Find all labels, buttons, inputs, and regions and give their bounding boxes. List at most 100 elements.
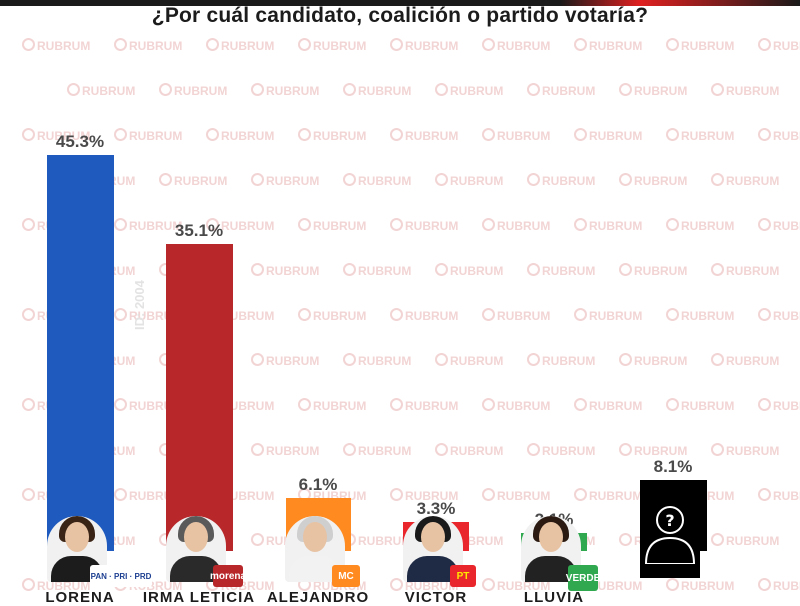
watermark-text: RUBRUM	[298, 398, 366, 413]
watermark-icon	[619, 83, 632, 96]
watermark-label: RUBRUM	[129, 219, 183, 233]
watermark-icon	[390, 398, 403, 411]
watermark-label: RUBRUM	[497, 39, 551, 53]
watermark-text: RUBRUM	[619, 353, 687, 368]
watermark-text: RUBRUM	[758, 488, 800, 503]
watermark-text: RUBRUM	[711, 173, 779, 188]
watermark-icon	[574, 308, 587, 321]
watermark-label: RUBRUM	[681, 219, 735, 233]
watermark-text: RUBRUM	[251, 443, 319, 458]
watermark-text: RUBRUM	[251, 83, 319, 98]
watermark-label: RUBRUM	[266, 354, 320, 368]
watermark-icon	[666, 218, 679, 231]
watermark-label: RUBRUM	[681, 309, 735, 323]
watermark-label: RUBRUM	[681, 39, 735, 53]
watermark-icon	[666, 38, 679, 51]
watermark-label: RUBRUM	[542, 444, 596, 458]
watermark-label: RUBRUM	[773, 309, 800, 323]
watermark-text: RUBRUM	[666, 218, 734, 233]
watermark-label: RUBRUM	[726, 534, 780, 548]
watermark-icon	[758, 398, 771, 411]
watermark-icon	[22, 488, 35, 501]
watermark-label: RUBRUM	[497, 309, 551, 323]
bar-1	[46, 155, 114, 551]
party-logo: PT	[450, 565, 476, 587]
watermark-text: RUBRUM	[390, 398, 458, 413]
watermark-text: RUBRUM	[758, 218, 800, 233]
watermark-text: RUBRUM	[711, 533, 779, 548]
watermark-text: RUBRUM	[574, 398, 642, 413]
watermark-icon	[298, 308, 311, 321]
id-tag: ID: 2004	[132, 280, 147, 330]
watermark-icon	[206, 218, 219, 231]
watermark-label: RUBRUM	[450, 174, 504, 188]
watermark-label: RUBRUM	[773, 489, 800, 503]
watermark-icon	[435, 83, 448, 96]
watermark-icon	[482, 218, 495, 231]
watermark-icon	[390, 38, 403, 51]
watermark-icon	[298, 128, 311, 141]
watermark-label: RUBRUM	[266, 264, 320, 278]
watermark-label: RUBRUM	[358, 174, 412, 188]
watermark-text: RUBRUM	[758, 398, 800, 413]
watermark-label: RUBRUM	[589, 129, 643, 143]
watermark-label: RUBRUM	[37, 39, 91, 53]
party-logo: MC	[332, 565, 360, 587]
watermark-icon	[114, 488, 127, 501]
watermark-icon	[711, 353, 724, 366]
watermark-text: RUBRUM	[159, 173, 227, 188]
watermark-icon	[711, 533, 724, 546]
watermark-label: RUBRUM	[405, 579, 459, 593]
watermark-text: RUBRUM	[390, 578, 458, 593]
face-shape	[303, 522, 327, 552]
candidate-name: VICTOR	[404, 589, 468, 606]
watermark-label: RUBRUM	[589, 579, 643, 593]
watermark-label: RUBRUM	[681, 129, 735, 143]
watermark-icon	[711, 263, 724, 276]
watermark-text: RUBRUM	[482, 398, 550, 413]
watermark-text: RUBRUM	[619, 443, 687, 458]
watermark-icon	[711, 173, 724, 186]
watermark-text: RUBRUM	[251, 353, 319, 368]
watermark-icon	[251, 83, 264, 96]
watermark-text: RUBRUM	[574, 488, 642, 503]
watermark-text: RUBRUM	[482, 488, 550, 503]
watermark-label: RUBRUM	[681, 399, 735, 413]
watermark-icon	[298, 398, 311, 411]
watermark-text: RUBRUM	[482, 578, 550, 593]
watermark-icon	[114, 128, 127, 141]
watermark-label: RUBRUM	[634, 444, 688, 458]
watermark-icon	[22, 578, 35, 591]
watermark-label: RUBRUM	[497, 489, 551, 503]
watermark-label: RUBRUM	[450, 354, 504, 368]
party-logo: morena	[210, 565, 246, 587]
watermark-label: RUBRUM	[266, 84, 320, 98]
watermark-text: RUBRUM	[390, 38, 458, 53]
watermark-text: RUBRUM	[390, 488, 458, 503]
watermark-icon	[390, 218, 403, 231]
watermark-label: RUBRUM	[634, 264, 688, 278]
watermark-label: RUBRUM	[726, 174, 780, 188]
watermark-label: RUBRUM	[313, 399, 367, 413]
unknown-person-icon: ?	[640, 498, 700, 578]
watermark-text: RUBRUM	[298, 128, 366, 143]
watermark-icon	[666, 398, 679, 411]
watermark-text: RUBRUM	[527, 173, 595, 188]
bar-value-label: 3.3%	[416, 499, 456, 518]
watermark-label: RUBRUM	[405, 489, 459, 503]
chart-title: ¿Por cuál candidato, coalición o partido…	[151, 4, 649, 27]
watermark-label: RUBRUM	[405, 309, 459, 323]
watermark-icon	[22, 218, 35, 231]
watermark-label: RUBRUM	[773, 219, 800, 233]
watermark-text: RUBRUM	[666, 578, 734, 593]
watermark-icon	[22, 398, 35, 411]
watermark-text: RUBRUM	[619, 263, 687, 278]
watermark-icon	[482, 578, 495, 591]
face-shape	[421, 522, 445, 552]
watermark-text: RUBRUM	[343, 533, 411, 548]
watermark-icon	[666, 308, 679, 321]
watermark-label: RUBRUM	[221, 219, 275, 233]
candidate-name: IRMA LETICIA	[142, 589, 256, 606]
watermark-icon	[758, 38, 771, 51]
